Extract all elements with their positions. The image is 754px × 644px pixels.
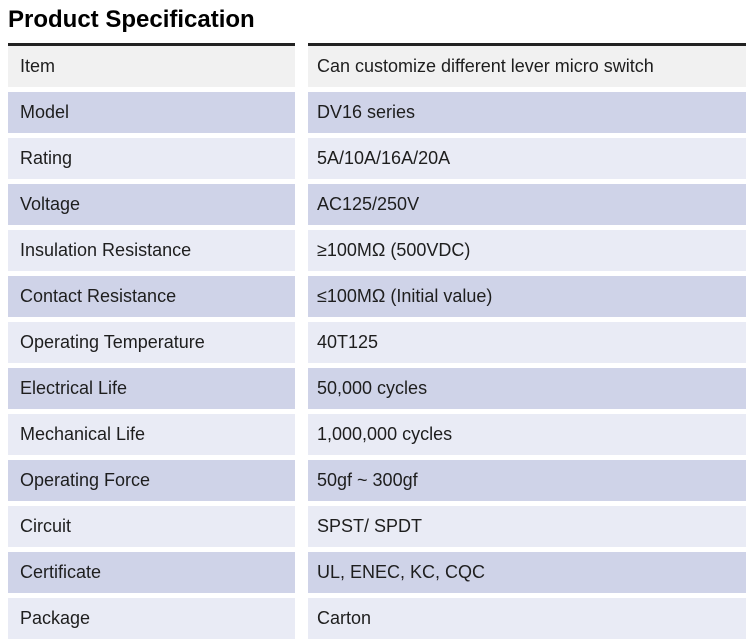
spec-label-cell: Contact Resistance (8, 275, 295, 317)
spec-value-cell: UL, ENEC, KC, CQC (308, 551, 746, 593)
spec-label-cell: Voltage (8, 183, 295, 225)
spec-label-cell: Rating (8, 137, 295, 179)
column-gutter (295, 413, 308, 455)
spec-label-cell: Certificate (8, 551, 295, 593)
table-top-border (8, 43, 746, 46)
spec-label-cell: Electrical Life (8, 367, 295, 409)
column-gutter (295, 505, 308, 547)
column-gutter (295, 459, 308, 501)
spec-label-cell: Model (8, 91, 295, 133)
table-row: Insulation Resistance ≥100MΩ (500VDC) (8, 229, 746, 271)
spec-label-cell: Insulation Resistance (8, 229, 295, 271)
table-row: Package Carton (8, 597, 746, 639)
spec-value-cell: Carton (308, 597, 746, 639)
table-row: Contact Resistance ≤100MΩ (Initial value… (8, 275, 746, 317)
column-gutter (295, 183, 308, 225)
table-row: Certificate UL, ENEC, KC, CQC (8, 551, 746, 593)
table-row: Operating Force 50gf ~ 300gf (8, 459, 746, 501)
spec-label-cell: Mechanical Life (8, 413, 295, 455)
spec-value-cell: AC125/250V (308, 183, 746, 225)
top-border-right-segment (308, 43, 746, 46)
table-row: Rating 5A/10A/16A/20A (8, 137, 746, 179)
spec-value-cell: 40T125 (308, 321, 746, 363)
spec-value-cell: 50gf ~ 300gf (308, 459, 746, 501)
spec-label-cell: Item (8, 45, 295, 87)
table-row: Voltage AC125/250V (8, 183, 746, 225)
spec-value-cell: 5A/10A/16A/20A (308, 137, 746, 179)
spec-value-cell: Can customize different lever micro swit… (308, 45, 746, 87)
column-gutter (295, 137, 308, 179)
spec-value-cell: ≥100MΩ (500VDC) (308, 229, 746, 271)
table-row: Electrical Life 50,000 cycles (8, 367, 746, 409)
table-body: Item Can customize different lever micro… (8, 45, 746, 639)
table-row: Model DV16 series (8, 91, 746, 133)
spec-label-cell: Operating Temperature (8, 321, 295, 363)
spec-value-cell: ≤100MΩ (Initial value) (308, 275, 746, 317)
column-gutter (295, 45, 308, 87)
table-row: Mechanical Life 1,000,000 cycles (8, 413, 746, 455)
column-gutter (295, 367, 308, 409)
table-row: Item Can customize different lever micro… (8, 45, 746, 87)
spec-value-cell: 1,000,000 cycles (308, 413, 746, 455)
table-row: Operating Temperature 40T125 (8, 321, 746, 363)
spec-label-cell: Package (8, 597, 295, 639)
column-gutter (295, 229, 308, 271)
spec-label-cell: Circuit (8, 505, 295, 547)
column-gutter (295, 597, 308, 639)
spec-value-cell: DV16 series (308, 91, 746, 133)
column-gutter (295, 551, 308, 593)
top-border-gutter-gap (295, 43, 308, 46)
table-row: Circuit SPST/ SPDT (8, 505, 746, 547)
column-gutter (295, 91, 308, 133)
column-gutter (295, 321, 308, 363)
column-gutter (295, 275, 308, 317)
spec-value-cell: 50,000 cycles (308, 367, 746, 409)
spec-value-cell: SPST/ SPDT (308, 505, 746, 547)
spec-table: Item Can customize different lever micro… (8, 43, 746, 644)
page-title: Product Specification (8, 6, 255, 33)
top-border-left-segment (8, 43, 295, 46)
spec-label-cell: Operating Force (8, 459, 295, 501)
